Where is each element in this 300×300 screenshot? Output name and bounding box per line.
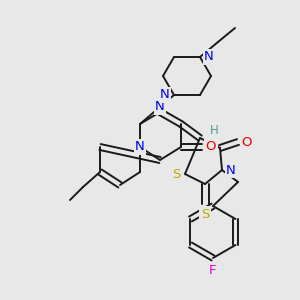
Text: N: N	[204, 50, 214, 64]
Text: H: H	[210, 124, 218, 136]
Text: N: N	[160, 88, 170, 101]
Text: N: N	[155, 100, 165, 113]
Text: N: N	[135, 140, 145, 154]
Text: N: N	[226, 164, 236, 176]
Text: S: S	[172, 167, 180, 181]
Text: O: O	[206, 140, 216, 154]
Text: O: O	[242, 136, 252, 148]
Text: F: F	[209, 263, 217, 277]
Text: S: S	[201, 208, 209, 220]
